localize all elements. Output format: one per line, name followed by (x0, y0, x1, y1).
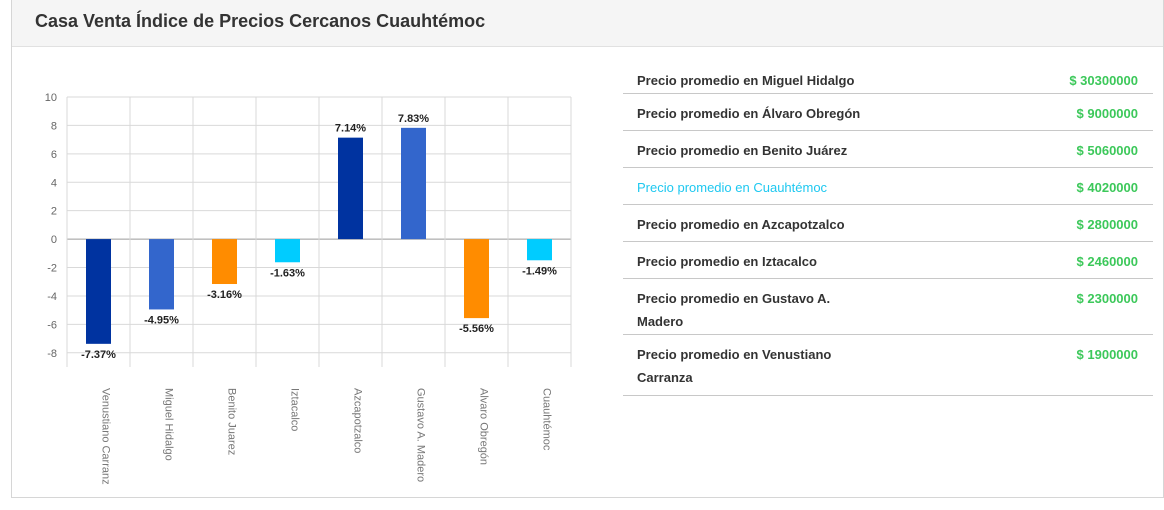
data-label: -1.49% (522, 265, 557, 277)
bar (464, 239, 489, 319)
y-tick-label: 10 (45, 92, 57, 104)
y-tick-label: -8 (47, 348, 57, 360)
bar (212, 239, 237, 285)
price-label: Precio promedio en Azcapotzalco (637, 217, 845, 232)
price-row: Precio promedio en Cuauhtémoc $ 4020000 (623, 168, 1153, 205)
bar (275, 239, 300, 263)
data-label: -4.95% (144, 314, 179, 326)
price-list: Precio promedio en Miguel Hidalgo $ 30300… (623, 62, 1153, 396)
panel-header: Casa Venta Índice de Precios Cercanos Cu… (12, 0, 1163, 47)
price-row: Precio promedio en Gustavo A. Madero $ 23… (623, 279, 1153, 335)
data-label: 7.14% (335, 123, 366, 135)
data-label: 7.83% (398, 113, 429, 125)
bar (86, 239, 111, 344)
price-value: $ 30300000 (1069, 73, 1138, 88)
price-label: Precio promedio en Benito Juárez (637, 143, 848, 158)
data-label: -1.63% (270, 267, 305, 279)
price-label[interactable]: Precio promedio en Cuauhtémoc (637, 180, 828, 195)
price-row: Precio promedio en Azcapotzalco $ 2800000 (623, 205, 1153, 242)
bar (527, 239, 552, 261)
price-value: $ 2800000 (1076, 217, 1138, 232)
panel-title: Casa Venta Índice de Precios Cercanos Cu… (35, 11, 486, 31)
price-label: Precio promedio en Iztacalco (637, 254, 817, 269)
y-tick-label: 2 (51, 206, 57, 218)
y-tick-label: 4 (51, 177, 57, 189)
price-row: Precio promedio en Álvaro Obregón $ 90000… (623, 94, 1153, 131)
price-row: Precio promedio en Miguel Hidalgo $ 30300… (623, 62, 1153, 94)
y-tick-label: 8 (51, 120, 57, 132)
price-label: Precio promedio en Miguel Hidalgo (637, 73, 855, 88)
price-value: $ 1900000 (1076, 347, 1138, 362)
price-label: Precio promedio en Gustavo A. Madero (637, 291, 831, 329)
data-label: -5.56% (459, 323, 494, 335)
y-tick-label: -2 (47, 263, 57, 275)
category-label: Cuauhtémoc (541, 388, 553, 451)
panel: Casa Venta Índice de Precios Cercanos Cu… (11, 0, 1164, 498)
category-label: Alvaro Obregón (478, 388, 490, 465)
price-label: Precio promedio en Venustiano Carranza (637, 347, 832, 385)
y-tick-label: -6 (47, 319, 57, 331)
category-label: Azcapotzalco (352, 388, 364, 453)
data-label: -3.16% (207, 289, 242, 301)
price-row: Precio promedio en Iztacalco $ 2460000 (623, 242, 1153, 279)
bar-chart: 10 8 6 4 2 0 -2 -4 -6 -8 -7.37% Venustiano Carranz -… (45, 92, 572, 485)
bar (149, 239, 174, 310)
bar (338, 137, 363, 240)
y-tick-label: 6 (51, 149, 57, 161)
category-label: Venustiano Carranz (100, 388, 112, 485)
y-tick-label: 0 (51, 234, 57, 246)
y-tick-label: -4 (47, 291, 57, 303)
bar (401, 127, 426, 240)
category-label: Iztacalco (289, 388, 301, 431)
price-value: $ 9000000 (1076, 106, 1138, 121)
category-label: Benito Juarez (226, 388, 238, 455)
price-value: $ 5060000 (1076, 143, 1138, 158)
category-label: Gustavo A. Madero (415, 388, 427, 482)
price-row: Precio promedio en Benito Juárez $ 506000… (623, 131, 1153, 168)
category-label: Miguel Hidalgo (163, 388, 175, 461)
price-value: $ 4020000 (1076, 180, 1138, 195)
price-value: $ 2460000 (1076, 254, 1138, 269)
data-label: -7.37% (81, 349, 116, 361)
price-label: Precio promedio en Álvaro Obregón (637, 106, 861, 121)
price-row: Precio promedio en Venustiano Carranza $ … (623, 335, 1153, 396)
price-value: $ 2300000 (1076, 291, 1138, 306)
